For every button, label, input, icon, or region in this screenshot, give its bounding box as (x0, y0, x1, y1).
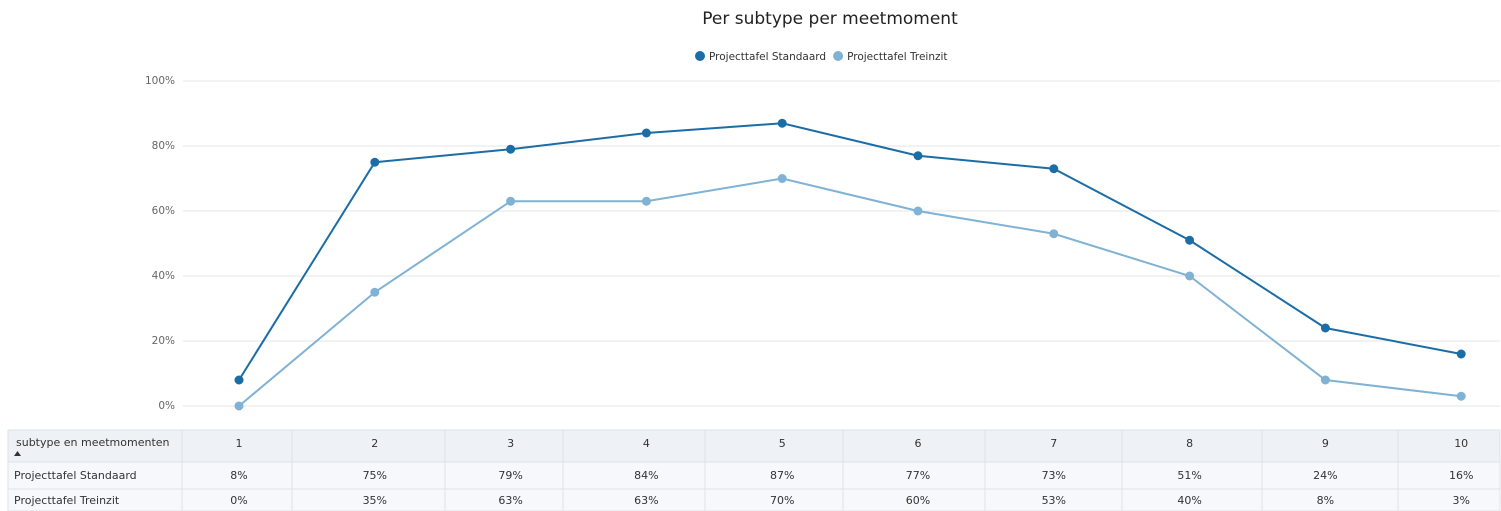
table-cell: 75% (363, 469, 387, 482)
table-cell: 51% (1177, 469, 1201, 482)
table-cell: 63% (634, 494, 658, 507)
table-cell: 63% (498, 494, 522, 507)
legend-text: Projecttafel Treinzit (847, 51, 947, 63)
data-point (1320, 323, 1330, 333)
data-point (1456, 349, 1466, 359)
series-line (238, 122, 1462, 381)
data-point (641, 128, 651, 138)
table-cell: 60% (906, 494, 930, 507)
table-cell: 35% (363, 494, 387, 507)
column-header: 4 (643, 437, 650, 450)
column-header: 9 (1322, 437, 1329, 450)
table-cell: 3% (1452, 494, 1469, 507)
table-body-bg (8, 462, 1500, 511)
data-point (1185, 271, 1195, 281)
data-point (913, 206, 923, 216)
column-header: 2 (371, 437, 378, 450)
data-point (777, 174, 787, 183)
y-tick-label: 40% (152, 270, 175, 282)
series-line (238, 177, 1462, 407)
legend-marker (695, 51, 705, 61)
table-cell: 70% (770, 494, 794, 507)
legend-marker (833, 51, 844, 61)
table-cell: 53% (1042, 494, 1066, 507)
data-point (1049, 164, 1059, 174)
y-tick-label: 0% (158, 400, 175, 412)
data-point (641, 196, 651, 206)
data-point (370, 287, 380, 297)
data-point (913, 151, 923, 161)
data-point (370, 157, 380, 167)
table-cell: 24% (1313, 469, 1337, 482)
data-point (506, 196, 516, 206)
table-cell: 16% (1449, 469, 1473, 482)
row-label: Projecttafel Standaard (14, 469, 137, 482)
data-point (1320, 375, 1330, 385)
data-point (777, 118, 787, 128)
column-header: 7 (1050, 437, 1057, 450)
data-point (506, 144, 516, 154)
y-tick-label: 20% (152, 335, 175, 347)
table-cell: 87% (770, 469, 794, 482)
table-header-bg (8, 430, 1500, 462)
sort-icon (14, 451, 21, 456)
table-cell: 73% (1042, 469, 1066, 482)
column-header: 1 (236, 437, 243, 450)
table-cell: 84% (634, 469, 658, 482)
chart-title: Per subtype per meetmoment (702, 9, 958, 29)
column-header: 8 (1186, 437, 1193, 450)
data-point (1185, 235, 1195, 245)
column-header: 3 (507, 437, 514, 450)
table-header-label: subtype en meetmomenten (16, 436, 170, 449)
data-point (1456, 391, 1466, 401)
row-label: Projecttafel Treinzit (14, 494, 120, 507)
table-cell: 8% (1317, 494, 1334, 507)
table-cell: 8% (230, 469, 247, 482)
legend-text: Projecttafel Standaard (709, 51, 826, 63)
data-point (234, 401, 244, 411)
column-header: 10 (1454, 437, 1468, 450)
column-header: 5 (779, 437, 786, 450)
table-cell: 77% (906, 469, 930, 482)
column-header: 6 (915, 437, 922, 450)
y-tick-label: 100% (145, 75, 175, 87)
table-cell: 79% (498, 469, 522, 482)
table-cell: 0% (230, 494, 247, 507)
y-tick-label: 80% (152, 140, 175, 152)
table-cell: 40% (1177, 494, 1201, 507)
data-point (1049, 229, 1059, 239)
data-point (234, 375, 244, 385)
y-tick-label: 60% (152, 205, 175, 217)
